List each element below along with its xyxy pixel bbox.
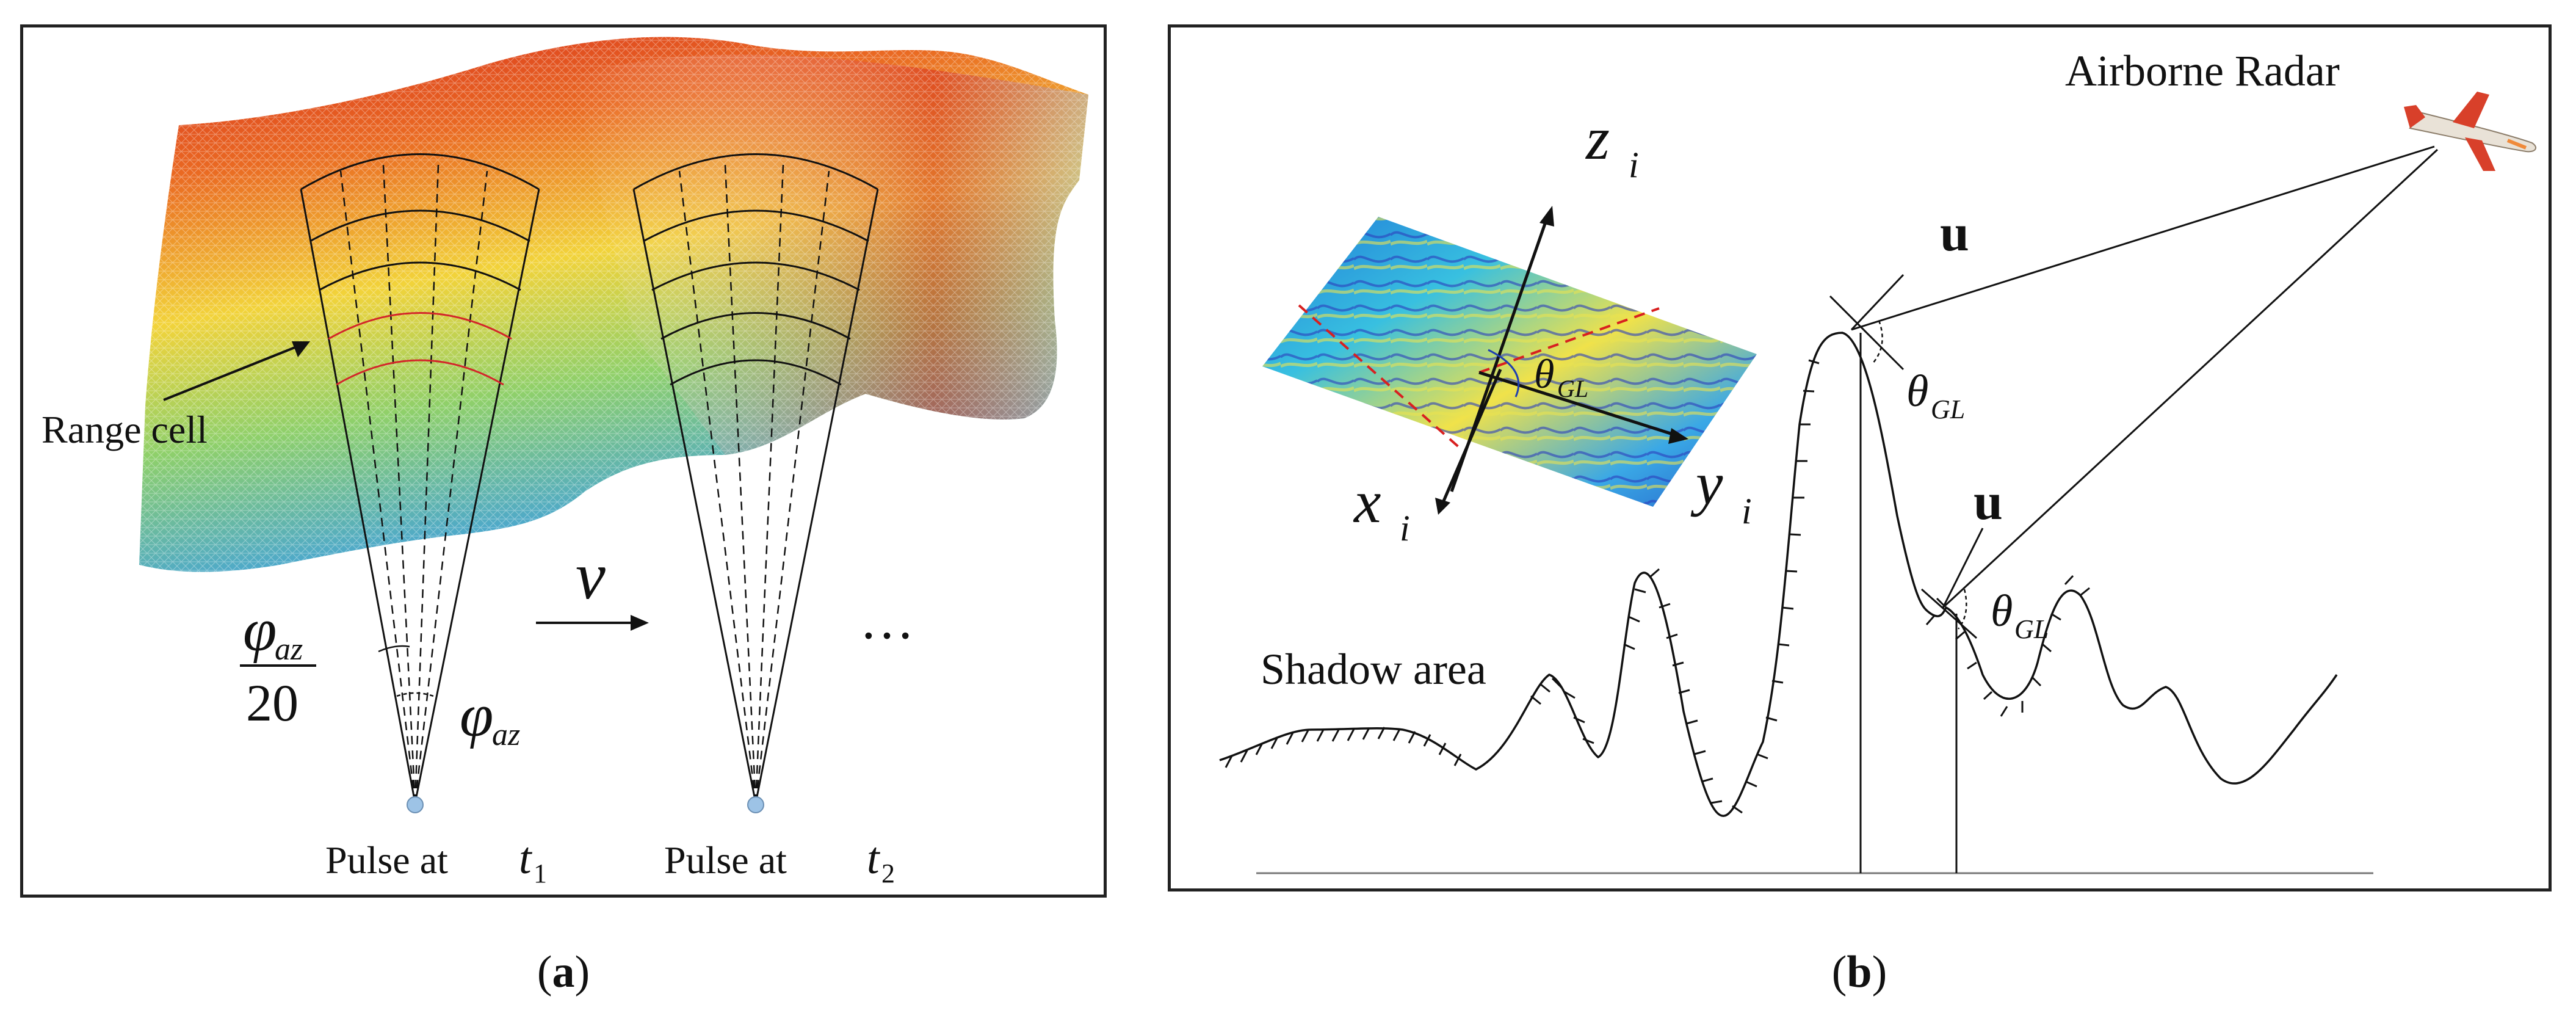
normal-line-1b: [1850, 274, 1905, 331]
radar-ray-2: [1942, 148, 2439, 609]
theta-gl-sub-2: GL: [2014, 614, 2049, 644]
phi-frac-numerator-sub: az: [275, 632, 303, 667]
normal-line-2b: [1942, 528, 1984, 608]
y-axis-line: [1478, 371, 1677, 437]
range-cell-line-bottom: [336, 359, 504, 386]
phi-az-sub: az: [492, 717, 520, 752]
airplane-icon: [2404, 92, 2537, 171]
x-axis-label: x: [1353, 468, 1381, 536]
pulse-1-var: t: [519, 833, 533, 884]
caption-a-letter: a: [552, 947, 575, 997]
inset-angle-arc: [1488, 349, 1520, 398]
ellipsis-label: …: [859, 590, 914, 650]
caption-b: (b): [1768, 946, 1951, 998]
theta-gl-label-1: θ: [1906, 366, 1928, 416]
range-cell-arrow: [163, 344, 302, 401]
phi-az-label: φ: [460, 681, 493, 749]
pulse-2-var: t: [867, 833, 881, 884]
shadow-area-label: Shadow area: [1261, 645, 1486, 694]
caption-a-open: (: [537, 947, 552, 997]
range-cell-line-top: [328, 312, 512, 340]
phi-frac-numerator: φ: [243, 596, 277, 664]
caption-b-open: (: [1831, 947, 1847, 997]
caption-a: (a): [472, 946, 655, 998]
beam-pulse-1: [300, 153, 540, 804]
shadow-hatches: [1225, 359, 2090, 814]
x-axis-arrowhead: [1435, 498, 1450, 515]
z-axis-sub: i: [1629, 145, 1639, 185]
y-axis-sub: i: [1742, 491, 1752, 531]
pulse-1-sub: 1: [534, 859, 547, 888]
panel-b: Airborne Radar Shadow area u u θ GL θ GL…: [1168, 24, 2552, 891]
normal-line-1a: [1829, 295, 1905, 371]
velocity-label: v: [576, 539, 606, 613]
y-axis-arrowhead: [1668, 428, 1688, 444]
panel-a-diagram: Range cell v … φ az 20 φ az Pulse at t 1…: [42, 37, 1088, 888]
angle-arc-1: [1872, 320, 1883, 364]
angle-arc-2: [1958, 589, 1967, 630]
y-axis-label: y: [1690, 449, 1723, 517]
velocity-arrowhead: [631, 615, 649, 631]
caption-b-close: ): [1872, 947, 1887, 997]
range-cell-arrowhead: [292, 341, 310, 357]
airborne-radar-label: Airborne Radar: [2065, 46, 2340, 95]
theta-gl-label-2: θ: [1991, 586, 2013, 636]
caption-b-letter: b: [1847, 947, 1872, 997]
range-cell-label: Range cell: [42, 408, 208, 451]
normal-line-2a: [1921, 588, 1977, 639]
z-axis-arrowhead: [1539, 206, 1554, 227]
pulse-dot-1: [407, 796, 424, 813]
inset-terrain: [1262, 217, 1757, 507]
phi-frac-denominator: 20: [246, 674, 298, 732]
pulse-2-sub: 2: [881, 859, 895, 888]
beam-pulse-2: [632, 153, 879, 804]
radar-ray-1: [1851, 145, 2435, 331]
inset-dash-2: [1478, 307, 1660, 374]
u-vector-label-1: u: [1940, 203, 1969, 262]
terrain-profile: [1219, 332, 2338, 817]
z-axis-label: z: [1585, 104, 1610, 172]
panel-a: Range cell v … φ az 20 φ az Pulse at t 1…: [20, 24, 1107, 898]
pulse-dot-2: [747, 796, 764, 813]
x-axis-line: [1441, 369, 1502, 504]
u-vector-label-2: u: [1974, 472, 2003, 531]
x-axis-sub: i: [1400, 508, 1410, 548]
theta-gl-inset: θ: [1534, 350, 1554, 397]
pulse-1-label: Pulse at: [325, 838, 448, 882]
caption-a-close: ): [574, 947, 590, 997]
terrain-surface: [139, 37, 1088, 572]
theta-gl-inset-sub: GL: [1557, 375, 1588, 402]
panel-b-diagram: Airborne Radar Shadow area u u θ GL θ GL…: [1219, 46, 2537, 874]
pulse-2-label: Pulse at: [664, 838, 787, 882]
theta-gl-sub-1: GL: [1931, 394, 1965, 424]
